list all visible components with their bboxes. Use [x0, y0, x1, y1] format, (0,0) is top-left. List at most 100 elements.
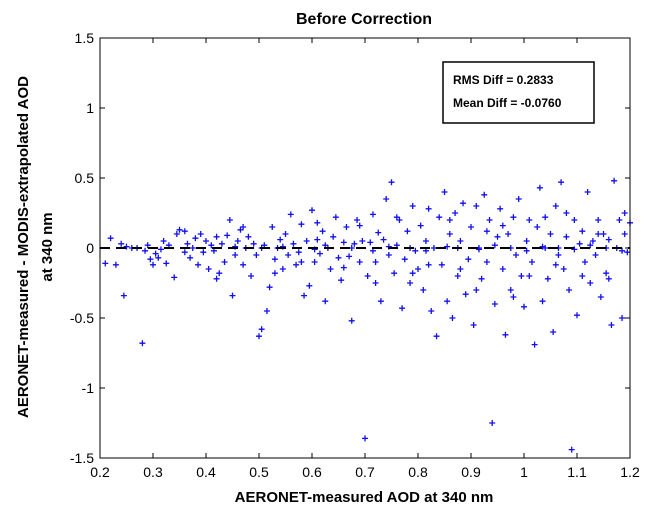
scatter-point — [510, 214, 517, 221]
scatter-point — [589, 238, 596, 244]
scatter-point — [452, 210, 459, 216]
scatter-point — [232, 252, 239, 258]
scatter-point — [258, 326, 265, 333]
scatter-point — [359, 238, 366, 244]
scatter-point — [248, 273, 255, 279]
scatter-point — [120, 292, 127, 299]
scatter-point — [327, 266, 334, 272]
scatter-point — [118, 240, 125, 247]
scatter-point — [245, 233, 252, 240]
scatter-point — [364, 273, 371, 279]
scatter-point — [388, 179, 395, 186]
scatter-point — [547, 231, 554, 237]
scatter-point — [499, 222, 506, 229]
x-axis-ticks: 0.2 0.3 0.4 0.5 0.6 0.7 0.8 0.9 1 1.1 1.2 — [90, 38, 640, 480]
scatter-point — [470, 322, 477, 328]
x-tick-label: 0.9 — [461, 464, 481, 480]
scatter-point — [200, 249, 207, 256]
scatter-point — [624, 249, 631, 256]
scatter-point — [216, 270, 223, 277]
scatter-point — [369, 211, 376, 218]
scatter-point — [446, 217, 453, 223]
scatter-point — [203, 238, 209, 244]
scatter-point — [491, 242, 498, 249]
scatter-point — [457, 266, 464, 272]
scatter-point — [600, 231, 607, 237]
scatter-point — [491, 301, 498, 307]
scatter-point — [536, 184, 543, 191]
scatter-point — [468, 224, 474, 230]
scatter-point — [396, 217, 403, 223]
scatter-point — [295, 249, 302, 256]
x-tick-label: 0.7 — [355, 464, 375, 480]
scatter-point — [181, 228, 188, 235]
scatter-point — [571, 246, 578, 253]
scatter-point — [330, 233, 337, 240]
scatter-point — [306, 282, 313, 289]
scatter-point — [213, 233, 220, 240]
scatter-point — [240, 224, 247, 230]
scatter-point — [478, 275, 485, 282]
scatter-point — [338, 277, 345, 284]
scatter-point — [436, 214, 443, 221]
scatter-point — [521, 303, 527, 310]
scatter-point — [375, 229, 382, 236]
scatter-point — [560, 266, 567, 272]
scatter-point — [157, 246, 164, 253]
scatter-point — [444, 243, 451, 250]
scatter-point — [571, 217, 578, 223]
scatter-point — [356, 259, 363, 265]
scatter-point — [271, 256, 278, 263]
scatter-point — [494, 233, 501, 240]
scatter-point — [412, 247, 419, 254]
scatter-point — [335, 254, 342, 261]
scatter-point — [507, 287, 514, 293]
scatter-point — [409, 270, 416, 277]
x-tick-label: 0.8 — [408, 464, 428, 480]
scatter-point — [483, 228, 490, 235]
scatter-point — [539, 243, 546, 250]
scatter-point — [171, 274, 178, 281]
scatter-point — [208, 242, 215, 249]
scatter-point — [316, 250, 323, 257]
scatter-point — [422, 238, 429, 244]
scatter-point — [611, 177, 618, 184]
scatter-point — [621, 210, 628, 216]
scatter-point — [290, 240, 297, 247]
scatter-point — [181, 249, 188, 256]
scatter-point — [438, 261, 445, 268]
scatter-point — [595, 217, 602, 223]
scatter-point — [102, 260, 109, 267]
scatter-point — [473, 287, 480, 293]
scatter-point — [314, 236, 321, 243]
scatter-point — [298, 221, 305, 228]
scatter-point — [362, 435, 368, 442]
x-tick-label: 0.5 — [249, 464, 269, 480]
scatter-point — [367, 239, 374, 246]
stats-annotation-box: RMS Diff = 0.2833 Mean Diff = -0.0760 — [442, 61, 595, 124]
scatter-point — [428, 308, 435, 314]
scatter-point — [163, 260, 170, 267]
scatter-point — [433, 333, 440, 340]
scatter-point — [454, 273, 461, 279]
scatter-point — [205, 266, 212, 272]
scatter-point — [563, 210, 570, 216]
scatter-point — [595, 231, 602, 237]
scatter-point — [377, 298, 384, 305]
scatter-point — [354, 217, 361, 223]
scatter-point — [404, 228, 411, 235]
scatter-point — [526, 217, 533, 223]
scatter-point — [309, 207, 315, 214]
scatter-point — [160, 238, 167, 244]
scatter-point — [393, 214, 400, 221]
scatter-point — [444, 298, 451, 305]
scatter-point — [184, 240, 191, 247]
scatter-points — [102, 177, 633, 453]
scatter-point — [446, 231, 453, 237]
scatter-point — [513, 252, 520, 258]
scatter-point — [383, 196, 390, 202]
scatter-point — [584, 189, 591, 195]
scatter-point — [301, 292, 308, 299]
scatter-point — [619, 315, 626, 321]
x-tick-label: 0.4 — [196, 464, 216, 480]
